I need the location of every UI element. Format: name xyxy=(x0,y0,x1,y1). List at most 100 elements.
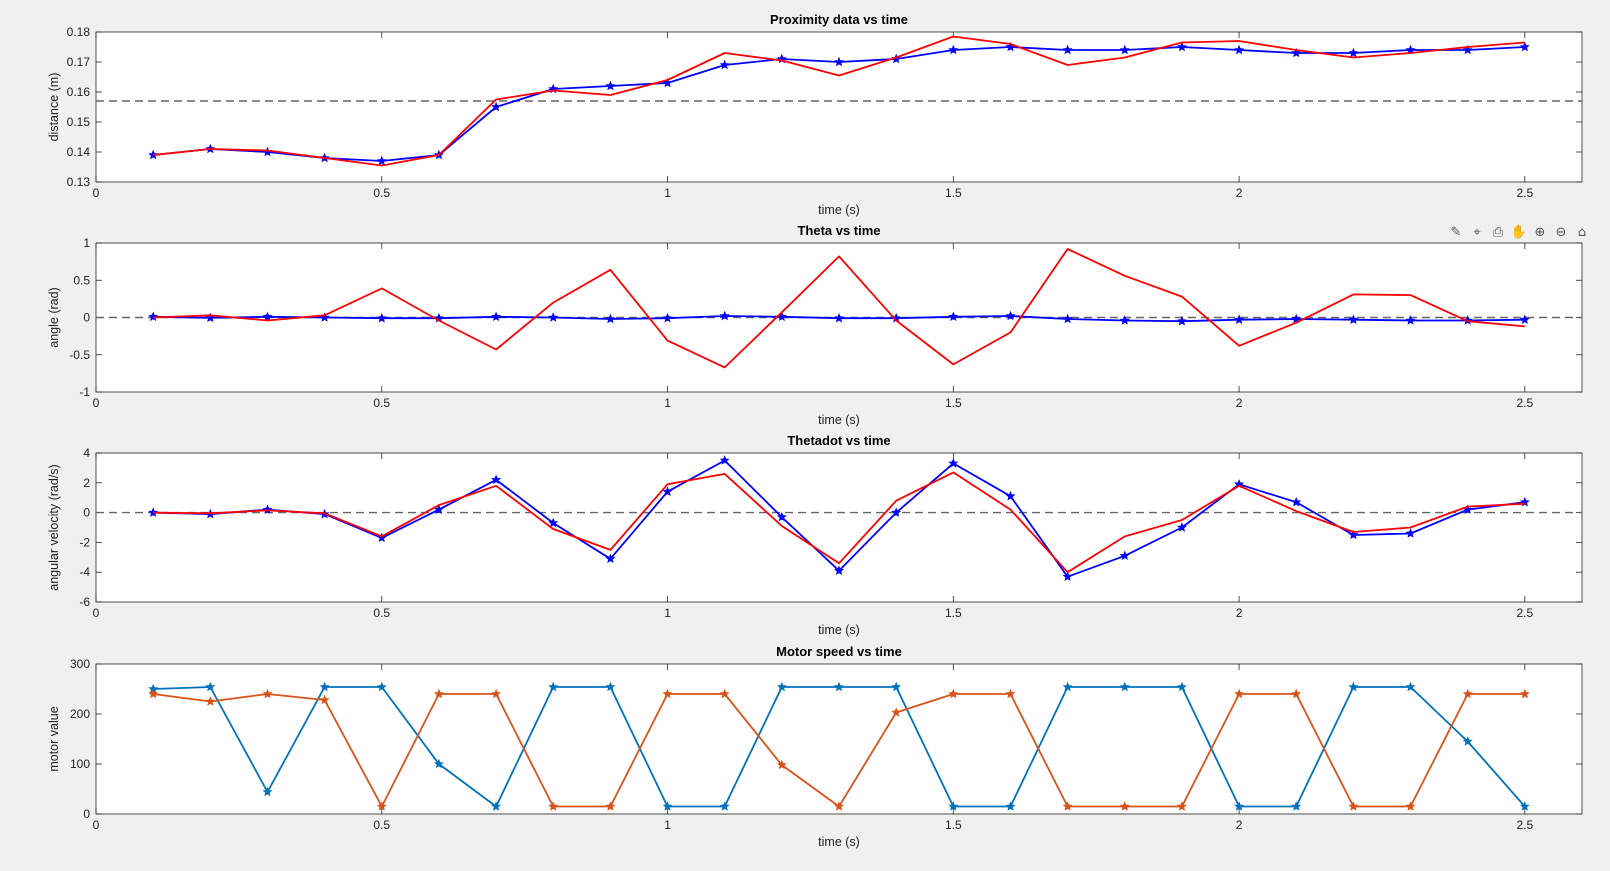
series-2-point xyxy=(1119,801,1130,811)
series-1-point xyxy=(948,458,959,468)
x-axis-label: time (s) xyxy=(818,203,860,217)
series-1-point xyxy=(1405,681,1416,692)
series-2-point xyxy=(662,688,673,699)
series-2-point xyxy=(1005,688,1016,699)
series-1-point xyxy=(948,44,959,55)
x-tick-label: 2.5 xyxy=(1517,186,1534,200)
plot-area xyxy=(95,452,1583,603)
series-1-point xyxy=(662,312,673,323)
zoom-out-icon[interactable]: ⊖ xyxy=(1555,224,1567,240)
x-tick-label: 2 xyxy=(1236,818,1243,832)
series-2-point xyxy=(319,694,330,705)
series-1-point xyxy=(662,486,673,496)
series-1-point xyxy=(1291,313,1302,324)
series-2-line xyxy=(153,248,1525,369)
series-1-point xyxy=(376,312,387,323)
series-1-point xyxy=(491,311,502,322)
series-1-point xyxy=(605,80,616,91)
y-tick-label: 200 xyxy=(70,707,90,721)
x-tick-label: 0.5 xyxy=(373,818,390,832)
y-tick-label: 300 xyxy=(70,657,90,671)
x-tick-label: 1.5 xyxy=(945,606,962,620)
series-1-point xyxy=(1005,310,1016,321)
home-icon[interactable]: ⌂ xyxy=(1577,224,1587,240)
series-1-point xyxy=(948,801,959,811)
series-1-point xyxy=(1405,315,1416,325)
chart-title: Motor speed vs time xyxy=(776,644,902,659)
series-1-point xyxy=(1005,801,1016,811)
series-1-point xyxy=(834,56,844,67)
y-tick-label: 0 xyxy=(83,506,90,520)
series-1-point xyxy=(1291,801,1302,811)
x-tick-label: 2 xyxy=(1236,396,1243,410)
series-1-point xyxy=(1348,314,1359,324)
series-1-point xyxy=(719,455,730,465)
series-1-point xyxy=(376,532,387,543)
series-1-point xyxy=(1176,41,1187,52)
y-tick-label: 0.18 xyxy=(67,25,91,39)
series-1-point xyxy=(605,681,616,692)
series-1-point xyxy=(1119,315,1130,325)
series-2-point xyxy=(376,801,387,811)
series-1-point xyxy=(1176,681,1187,692)
series-1-point xyxy=(1234,44,1245,55)
y-tick-label: -6 xyxy=(79,595,90,609)
series-2-point xyxy=(605,801,616,811)
export-icon[interactable]: ⎙ xyxy=(1492,224,1504,240)
plot-area xyxy=(95,31,1583,183)
series-1-point xyxy=(834,565,844,575)
series-1-point xyxy=(1062,681,1073,692)
series-1-point xyxy=(719,310,730,321)
series-1-point xyxy=(319,681,330,692)
series-1-point xyxy=(433,758,444,769)
series-2-point xyxy=(548,801,559,811)
series-1-point xyxy=(491,474,502,485)
series-1-point xyxy=(148,149,159,160)
x-tick-label: 0 xyxy=(93,606,100,620)
series-1-point xyxy=(376,155,387,166)
series-1-point xyxy=(605,553,616,564)
series-1-point xyxy=(1176,522,1187,532)
y-tick-label: 100 xyxy=(70,757,90,771)
chart-title: Proximity data vs time xyxy=(770,12,908,27)
series-2-point xyxy=(834,801,844,811)
x-tick-label: 1.5 xyxy=(945,818,962,832)
chart-title: Thetadot vs time xyxy=(787,433,890,448)
series-1-point xyxy=(1291,47,1302,58)
series-1-point xyxy=(948,311,959,322)
x-axis-label: time (s) xyxy=(818,623,860,637)
series-1-point xyxy=(262,311,273,322)
series-1-point xyxy=(1405,528,1416,538)
axes-toolbar: ✎ ⌖ ⎙ ✋ ⊕ ⊖ ⌂ xyxy=(1446,222,1592,242)
x-tick-label: 2.5 xyxy=(1517,818,1534,832)
series-2-point xyxy=(891,707,902,717)
x-axis-label: time (s) xyxy=(818,413,860,427)
series-2-line xyxy=(153,35,1525,167)
series-1-point xyxy=(891,507,902,517)
series-1-point xyxy=(605,313,616,324)
series-2-point xyxy=(1519,688,1530,699)
series-1-point xyxy=(1348,47,1359,58)
series-1-point xyxy=(1234,801,1245,811)
series-1-point xyxy=(1348,681,1359,692)
chart-2: 0 0.5 1 1.5 2 2.5 -1 -0.5 0 0.5 1 Theta vs time time… xyxy=(47,223,1583,427)
series-1-point xyxy=(491,801,502,811)
zoom-in-icon[interactable]: ⊕ xyxy=(1534,224,1546,240)
x-tick-label: 1 xyxy=(664,396,671,410)
x-tick-label: 1 xyxy=(664,818,671,832)
x-tick-label: 2 xyxy=(1236,186,1243,200)
brush-icon[interactable]: ✎ xyxy=(1450,224,1462,240)
data-tips-icon[interactable]: ⌖ xyxy=(1473,224,1481,240)
series-1-point xyxy=(376,681,387,692)
series-1-point xyxy=(262,786,273,797)
x-tick-label: 0 xyxy=(93,186,100,200)
series-2-point xyxy=(1234,688,1245,699)
series-1-point xyxy=(776,681,787,692)
x-tick-label: 2.5 xyxy=(1517,396,1534,410)
series-1-point xyxy=(719,801,730,811)
pan-hand-icon[interactable]: ✋ xyxy=(1510,224,1528,240)
y-tick-label: 0.17 xyxy=(67,55,91,69)
series-2-point xyxy=(776,759,787,770)
series-1-point xyxy=(1234,314,1245,324)
